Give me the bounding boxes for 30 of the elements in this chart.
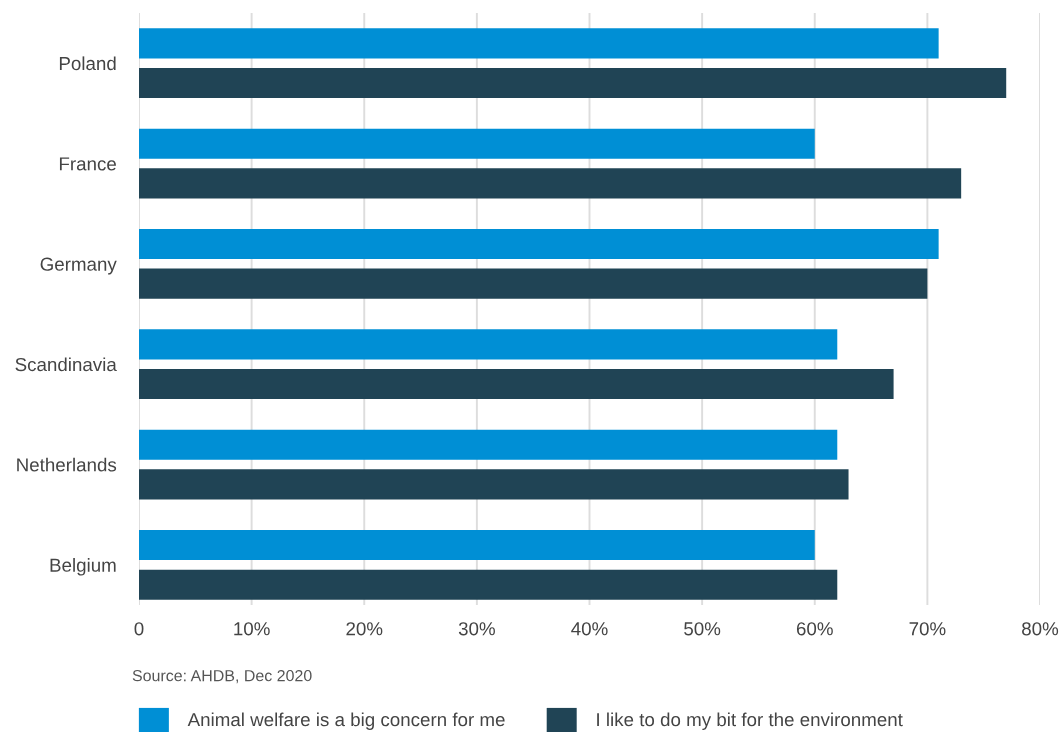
bar (139, 28, 939, 59)
y-tick-label: Germany (40, 257, 117, 275)
x-tick-label: 60% (796, 622, 833, 636)
x-tick-label: 20% (346, 622, 383, 636)
bar (139, 530, 815, 561)
x-tick-label: 80% (1022, 622, 1059, 636)
y-tick-label: Belgium (50, 558, 116, 576)
legend-label: Animal welfare is a big concern for me (187, 712, 505, 730)
bar (139, 429, 838, 460)
x-tick-label: 10% (234, 622, 270, 636)
x-tick-label: 50% (684, 622, 721, 636)
bar (139, 168, 962, 199)
x-tick-label: 0 (134, 622, 144, 636)
bar (139, 368, 894, 400)
x-tick-label: 40% (571, 622, 608, 636)
y-tick-label: Scandinavia (15, 357, 117, 372)
bar (139, 329, 838, 360)
bar (139, 228, 939, 260)
legend-label: I like to do my bit for the environment (597, 712, 903, 730)
y-tick-label: Poland (59, 56, 116, 71)
y-tick-label: France (59, 157, 116, 171)
bar (139, 67, 1007, 99)
bar (139, 128, 815, 159)
bar (139, 569, 838, 600)
x-tick-label: 30% (458, 622, 495, 636)
bar (139, 469, 849, 500)
bar (139, 268, 928, 299)
source-note: Source: AHDB, Dec 2020 (132, 669, 312, 684)
y-tick-label: Netherlands (17, 457, 117, 472)
x-tick-label: 70% (909, 622, 946, 636)
